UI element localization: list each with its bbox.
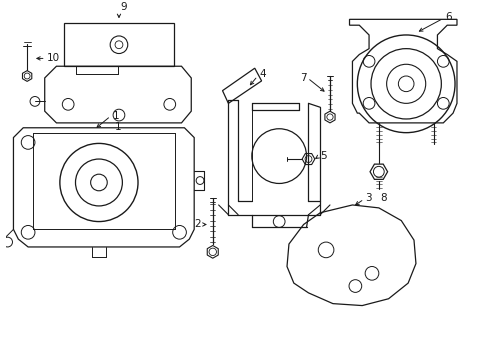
Text: 1: 1	[115, 122, 122, 132]
Text: 5: 5	[320, 151, 326, 161]
Text: 6: 6	[445, 12, 451, 22]
Text: 1: 1	[112, 111, 119, 121]
Text: 10: 10	[46, 53, 60, 63]
Text: 3: 3	[365, 193, 371, 203]
Text: 7: 7	[299, 73, 306, 83]
Text: 9: 9	[120, 1, 127, 12]
Text: 2: 2	[194, 220, 201, 229]
Text: 8: 8	[380, 193, 386, 203]
Text: 4: 4	[259, 69, 266, 79]
